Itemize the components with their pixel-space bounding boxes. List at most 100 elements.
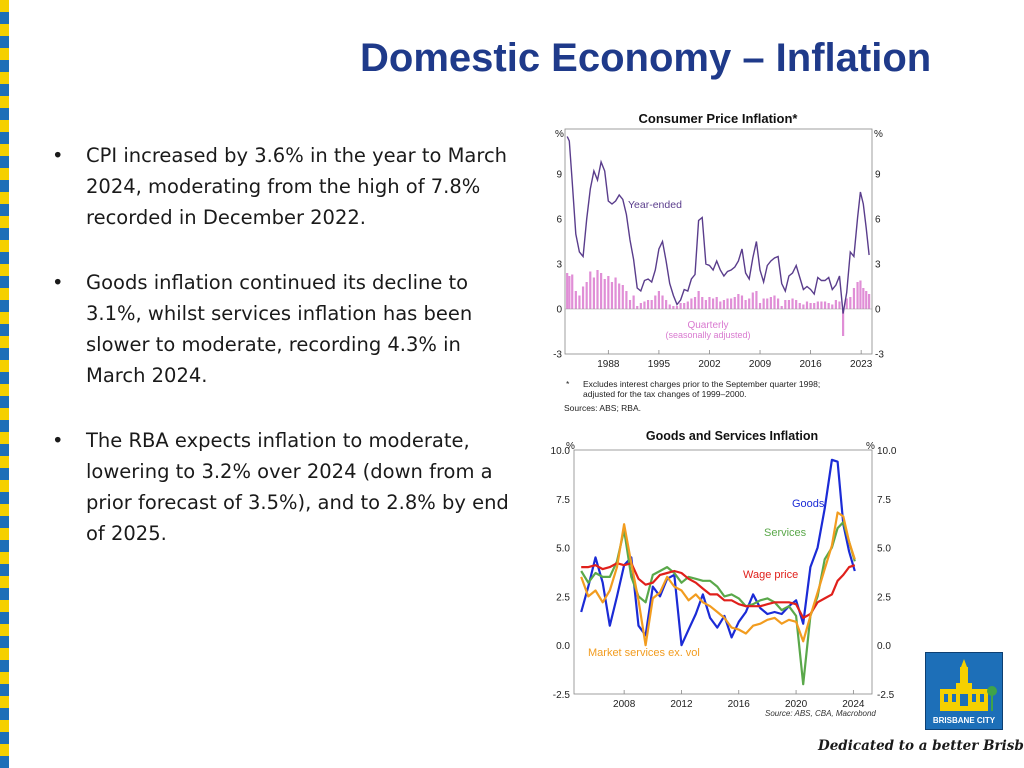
bullet-list: • CPI increased by 3.6% in the year to Ma… (52, 140, 512, 583)
footnote-marker: * (566, 379, 570, 389)
gs-plot-frame (573, 449, 873, 695)
quarterly-bar (762, 298, 765, 309)
quarterly-bar (646, 300, 650, 309)
quarterly-bar (621, 285, 624, 309)
quarterly-bar (574, 291, 577, 309)
quarterly-bar (787, 300, 791, 309)
quarterly-bar (690, 298, 693, 309)
cpi-chart: Consumer Price Inflation* % % -3 -3 0 0 3 3 6 6… (548, 106, 888, 418)
quarterly-bar (751, 292, 754, 309)
quarterly-bar (809, 303, 812, 309)
y-tick-label-right: 0 (875, 305, 881, 316)
quarterly-bar (711, 298, 715, 309)
year-ended-label: Year-ended (628, 199, 682, 211)
y-tick-label-right: 6 (875, 215, 881, 226)
quarterly-bar (628, 300, 632, 309)
bullet-item: • The RBA expects inflation to moderate, … (52, 425, 512, 549)
market-services-label: Market services ex. vol (588, 647, 700, 659)
quarterly-bar (693, 297, 697, 309)
quarterly-label: Quarterly (687, 320, 728, 331)
y-tick-label-left: -3 (553, 350, 562, 361)
quarterly-bar (740, 295, 744, 309)
series-line-goods (580, 458, 856, 647)
quarterly-bar (668, 304, 671, 309)
quarterly-bar (744, 300, 747, 309)
quarterly-bar (831, 304, 834, 309)
y-tick-label-left: 5.0 (556, 544, 570, 555)
quarterly-bar (568, 276, 571, 309)
city-hall-icon: BRISBANE CITY (926, 653, 1002, 729)
quarterly-bar (798, 303, 801, 309)
quarterly-bar (704, 300, 707, 309)
series-line-market-services-ex-vol (580, 511, 856, 647)
quarterly-bar (566, 273, 569, 309)
quarterly-bar (865, 291, 868, 309)
quarterly-bar (697, 291, 700, 309)
y-unit-left: % (555, 129, 564, 140)
series-line-year-ended (566, 136, 870, 314)
quarterly-bar (780, 306, 783, 309)
quarterly-bar (675, 306, 679, 309)
quarterly-bar (715, 297, 718, 309)
cpi-chart-title: Consumer Price Inflation* (639, 111, 799, 126)
quarterly-bar (571, 274, 574, 309)
quarterly-bar (805, 301, 809, 309)
quarterly-bar (758, 303, 762, 309)
y-tick-label-right: 9 (875, 170, 881, 181)
goods-services-chart-title: Goods and Services Inflation (646, 429, 818, 443)
quarterly-bar (650, 300, 653, 309)
logo-text: BRISBANE CITY (933, 716, 996, 725)
y-tick-label-right: 5.0 (877, 544, 891, 555)
x-tick-label: 2002 (698, 359, 721, 370)
footnote-line-1: Excludes interest charges prior to the S… (583, 379, 820, 389)
quarterly-bar (603, 279, 606, 309)
quarterly-bar (581, 286, 585, 309)
quarterly-bar (665, 300, 668, 309)
y-tick-label-right: 2.5 (877, 592, 891, 603)
quarterly-bar (791, 298, 794, 309)
quarterly-bar (701, 297, 704, 309)
quarterly-bar (802, 304, 805, 309)
quarterly-bar (852, 288, 856, 309)
quarterly-bar (610, 282, 614, 309)
quarterly-bar (784, 300, 787, 309)
quarterly-bar (813, 303, 816, 309)
y-tick-label-left: 9 (556, 170, 562, 181)
quarterly-bar (592, 277, 595, 309)
y-tick-label-right: -2.5 (877, 690, 895, 701)
quarterly-bar (730, 298, 733, 309)
quarterly-bar (639, 303, 642, 309)
quarterly-bar (795, 300, 798, 309)
bullet-symbol: • (52, 144, 64, 167)
quarterly-bar (661, 295, 664, 309)
source-note: Source: ABS, CBA, Macrobond (765, 709, 876, 718)
source-note: Sources: ABS; RBA. (564, 403, 641, 413)
y-tick-label-right: 7.5 (877, 495, 891, 506)
quarterly-sub-label: (seasonally adjusted) (665, 330, 750, 340)
quarterly-bar (862, 288, 865, 309)
x-tick-label: 2023 (850, 359, 873, 370)
y-tick-label-left: 7.5 (556, 495, 570, 506)
y-tick-label-left: 10.0 (551, 446, 571, 457)
quarterly-bar (722, 300, 726, 309)
bullet-text: The RBA expects inflation to moderate, l… (86, 429, 509, 545)
quarterly-bar (856, 282, 859, 309)
quarterly-bar (766, 298, 769, 309)
x-tick-label: 1995 (648, 359, 671, 370)
quarterly-bar (596, 270, 599, 309)
y-unit-right: % (874, 129, 883, 140)
services-label: Services (764, 527, 807, 539)
quarterly-bar (607, 276, 610, 309)
y-unit-right: % (866, 441, 875, 452)
y-tick-label-right: 3 (875, 260, 881, 271)
quarterly-bar (849, 297, 852, 309)
quarterly-bar (625, 291, 628, 309)
y-tick-label-left: 6 (556, 215, 562, 226)
quarterly-bar (686, 301, 689, 309)
y-tick-label-right: 10.0 (877, 446, 897, 457)
wage-price-label: Wage price (743, 569, 798, 581)
quarterly-bar (578, 295, 581, 309)
quarterly-bar (823, 301, 827, 309)
quarterly-bar (834, 300, 837, 309)
x-tick-label: 2024 (842, 699, 865, 710)
